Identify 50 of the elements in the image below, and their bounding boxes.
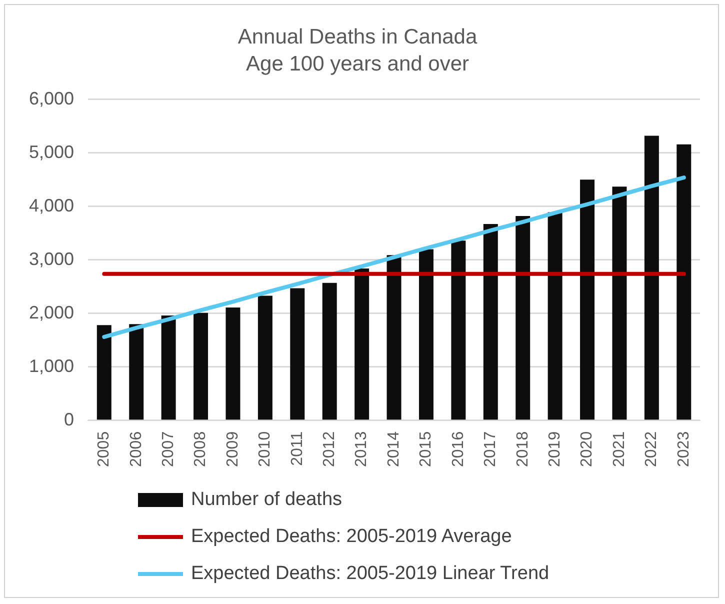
bar — [644, 136, 659, 420]
bar — [354, 268, 370, 420]
y-tick-label: 2,000 — [28, 302, 74, 322]
x-tick-label: 2019 — [546, 431, 564, 467]
bar — [548, 212, 562, 420]
y-tick-label: 0 — [64, 409, 74, 430]
bar — [258, 296, 272, 420]
y-tick-label: 1,000 — [28, 356, 74, 376]
x-tick-label: 2022 — [643, 431, 660, 467]
x-tick-label: 2011 — [288, 431, 306, 466]
bar — [516, 216, 530, 420]
chart-subtitle: Age 100 years and over — [246, 52, 469, 76]
y-tick-label: 3,000 — [28, 248, 74, 269]
x-tick-label: 2012 — [321, 431, 338, 467]
x-tick-label: 2008 — [192, 431, 210, 467]
bar — [322, 282, 337, 420]
x-tick-label: 2006 — [128, 431, 145, 467]
legend-label: Expected Deaths: 2005-2019 Linear Trend — [191, 562, 550, 584]
bar — [96, 325, 112, 420]
bar — [194, 312, 208, 420]
x-tick-label: 2023 — [675, 431, 692, 467]
x-tick-label: 2014 — [385, 431, 402, 467]
legend-label: Number of deaths — [191, 488, 342, 510]
y-tick-label: 4,000 — [28, 195, 74, 216]
x-tick-label: 2013 — [353, 431, 370, 467]
bar — [129, 324, 144, 420]
y-tick-label: 5,000 — [28, 142, 74, 162]
bar — [612, 186, 627, 420]
bar — [451, 240, 466, 420]
x-tick-label: 2020 — [578, 431, 596, 467]
x-tick-label: 2015 — [418, 431, 435, 467]
legend-label: Expected Deaths: 2005-2019 Average — [191, 526, 512, 548]
x-tick-label: 2016 — [450, 431, 467, 467]
bar — [483, 224, 498, 420]
x-tick-label: 2009 — [224, 431, 242, 467]
bar — [580, 180, 595, 420]
chart-title: Annual Deaths in Canada — [238, 25, 478, 48]
x-tick-label: 2005 — [96, 431, 113, 467]
x-tick-label: 2017 — [482, 431, 500, 467]
x-tick-label: 2018 — [514, 431, 532, 467]
x-tick-label: 2021 — [610, 431, 628, 467]
bar — [290, 288, 305, 420]
bar — [226, 308, 240, 420]
y-tick-label: 6,000 — [28, 88, 74, 108]
bar — [676, 144, 692, 420]
x-tick-label: 2010 — [256, 431, 274, 467]
bar — [418, 249, 434, 420]
bar — [386, 255, 402, 420]
bar — [161, 316, 176, 420]
x-tick-label: 2007 — [160, 431, 177, 467]
